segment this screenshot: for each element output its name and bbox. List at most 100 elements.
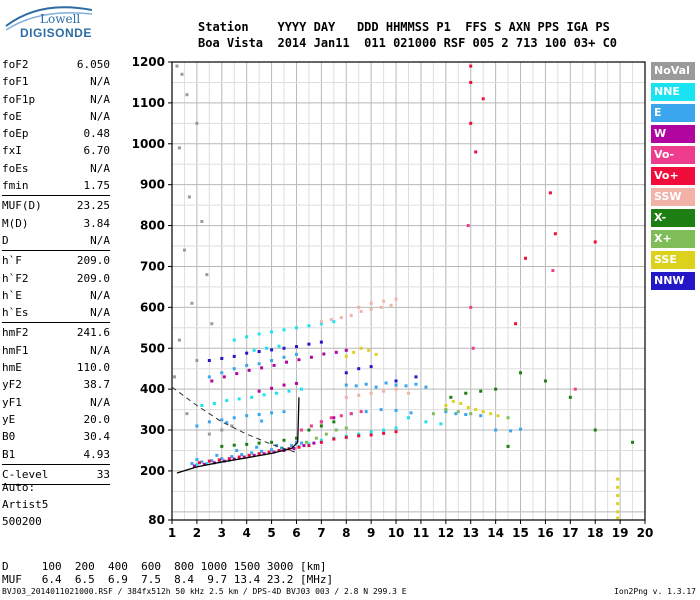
data-point [319, 438, 323, 442]
data-point [524, 256, 528, 260]
y-tick-label: 80 [148, 513, 165, 527]
series-7 [304, 408, 510, 444]
data-point [227, 458, 231, 462]
x-tick-label: 8 [342, 526, 350, 540]
data-point [344, 435, 348, 439]
data-point [232, 367, 236, 371]
data-point [407, 416, 410, 420]
data-point [217, 458, 221, 462]
data-point [200, 404, 204, 407]
data-point [207, 432, 211, 436]
data-point [464, 412, 468, 416]
digisonde-logo: Lowell DIGISONDE [0, 4, 100, 44]
data-point [364, 382, 368, 386]
data-point [471, 346, 475, 350]
data-point [394, 379, 398, 383]
x-tick-label: 5 [267, 526, 275, 540]
legend: NoVal NNE E W Vo- Vo+ SSW X- X+ SSE NNW [651, 62, 695, 293]
data-point [444, 404, 448, 407]
data-point [414, 375, 418, 379]
data-point [260, 449, 264, 453]
x-tick-label: 7 [317, 526, 325, 540]
separator [2, 250, 110, 252]
param-row: MUF(D) 23.25 [2, 197, 110, 214]
data-point [220, 356, 224, 360]
y-tick-label: 1100 [132, 96, 165, 110]
data-point [553, 232, 557, 236]
data-point [339, 414, 343, 418]
data-point [479, 389, 483, 393]
x-tick-label: 9 [367, 526, 375, 540]
x-tick-label: 16 [537, 526, 554, 540]
x-tick-label: 6 [292, 526, 300, 540]
param-row: yE 20.0 [2, 411, 110, 428]
data-point [210, 379, 214, 383]
data-point [481, 97, 485, 101]
separator [2, 195, 110, 197]
data-point [357, 393, 361, 397]
data-point [265, 346, 269, 350]
series-1 [195, 320, 443, 467]
param-row: fmin 1.75 [2, 177, 110, 194]
data-point [217, 460, 221, 464]
data-point [319, 440, 323, 444]
y-tick-label: 500 [140, 341, 165, 355]
param-value: 209.0 [76, 254, 110, 268]
param-value: 0.48 [83, 127, 111, 141]
param-row: M(D) 3.84 [2, 215, 110, 232]
data-point [424, 420, 428, 424]
data-point [262, 393, 266, 397]
data-point [262, 452, 266, 456]
data-point [270, 448, 274, 452]
param-value: 38.7 [83, 378, 111, 392]
y-tick-label: 600 [140, 300, 165, 314]
param-value: 23.25 [76, 199, 110, 213]
data-point [407, 391, 410, 395]
data-point [287, 447, 291, 451]
data-point [205, 462, 209, 466]
data-point [257, 441, 261, 445]
data-point [474, 150, 478, 154]
data-point [431, 412, 435, 416]
data-point [282, 410, 286, 414]
data-point [195, 424, 199, 428]
data-point [631, 440, 635, 444]
param-value: 20.0 [83, 412, 111, 426]
data-point [339, 316, 343, 320]
data-point [616, 477, 620, 481]
data-point [389, 303, 393, 307]
x-tick-label: 12 [437, 526, 454, 540]
data-point [275, 444, 279, 448]
data-point [464, 391, 468, 395]
param-value: 33 [96, 467, 110, 481]
param-value: N/A [90, 288, 110, 302]
param-value: N/A [90, 161, 110, 175]
data-point [506, 416, 510, 420]
data-point [232, 416, 236, 420]
data-point [369, 307, 373, 311]
separator [2, 484, 110, 486]
legend-item: Vo- [651, 146, 695, 164]
chart-grid [168, 61, 646, 524]
data-point [459, 401, 463, 405]
data-point [210, 459, 214, 463]
data-point [282, 448, 286, 452]
data-point [616, 510, 620, 514]
series-6 [220, 371, 635, 448]
param-name: B0 [2, 430, 16, 444]
x-tick-label: 3 [218, 526, 226, 540]
x-tick-label: 14 [487, 526, 504, 540]
param-value: N/A [90, 92, 110, 106]
param-name: M(D) [2, 216, 29, 230]
param-value: N/A [90, 306, 110, 320]
param-name: fmin [2, 179, 29, 193]
data-point [220, 444, 224, 448]
data-point [267, 451, 271, 455]
param-row: hmE 110.0 [2, 359, 110, 376]
param-row: foE N/A [2, 108, 110, 125]
data-point [175, 64, 179, 68]
y-tick-label: 800 [140, 219, 165, 233]
data-point [195, 121, 199, 125]
data-point [182, 248, 186, 252]
data-point [379, 408, 383, 412]
